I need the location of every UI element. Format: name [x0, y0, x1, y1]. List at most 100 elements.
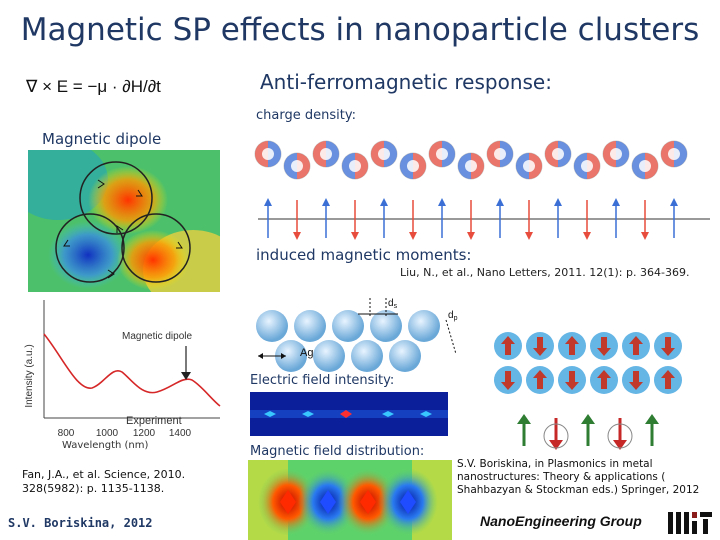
charged-particle — [254, 140, 282, 168]
moment-arrowhead — [351, 232, 359, 240]
af-arrow-up — [565, 336, 579, 355]
spectrum-xtick: 1200 — [133, 428, 156, 439]
spectrum-xtick: 1000 — [96, 428, 119, 439]
heatmap-hotspot — [117, 230, 189, 290]
annotation-arrowhead — [181, 372, 191, 380]
charged-particle — [631, 152, 659, 180]
af-heading: Anti-ferromagnetic response: — [260, 70, 552, 94]
charge-lobe — [384, 141, 397, 167]
af-arrow-down — [565, 371, 579, 390]
charge-lobe — [603, 141, 616, 167]
ag-chain-diagram: Ag ds dp — [256, 298, 458, 372]
spectrum-xtick: 1400 — [169, 428, 192, 439]
charged-particle — [370, 140, 398, 168]
moment-arrowhead — [670, 198, 678, 206]
af-arrow-array — [494, 332, 682, 450]
faraday-equation-text: ∇ × E = −μ · ∂H/∂t — [25, 77, 161, 96]
efield-hotspot — [340, 410, 352, 418]
charge-lobe — [313, 141, 326, 167]
charge-lobe — [587, 153, 600, 179]
faraday-equation: ∇ × E = −μ · ∂H/∂t — [22, 70, 222, 102]
hfield-core — [280, 490, 296, 514]
charge-lobe — [284, 153, 297, 179]
ag-particle — [332, 310, 364, 342]
ag-particle — [389, 340, 421, 372]
field-ring — [607, 423, 633, 449]
charged-particle — [399, 152, 427, 180]
moment-arrowhead — [496, 198, 504, 206]
induced-moments-label: induced magnetic moments: — [256, 246, 472, 264]
boriskina-reference: S.V. Boriskina, in Plasmonics in metal n… — [457, 458, 700, 496]
charge-lobe — [413, 153, 426, 179]
moment-arrowhead — [264, 198, 272, 206]
field-arrowhead — [517, 414, 531, 424]
charge-lobe — [500, 141, 513, 167]
mit-logo-dot — [692, 512, 697, 518]
charge-lobe — [255, 141, 268, 167]
charged-particle — [486, 140, 514, 168]
efield-map — [250, 392, 448, 436]
magnetic-dipole-label: Magnetic dipole — [42, 130, 162, 148]
particle-core — [639, 160, 651, 172]
spectrum-xtick: 800 — [58, 428, 75, 439]
af-arrow-up — [597, 370, 611, 389]
particle-core — [552, 148, 564, 160]
field-arrowhead — [613, 440, 627, 450]
af-arrow-down — [629, 371, 643, 390]
charged-particle — [428, 140, 456, 168]
field-arrow — [116, 225, 124, 233]
liu-reference: Liu, N., et al., Nano Letters, 2011. 12(… — [400, 266, 690, 279]
field-arrow — [107, 269, 115, 279]
hfield-core — [320, 490, 336, 514]
af-arrow-up — [501, 336, 515, 355]
slide-title: Magnetic SP effects in nanoparticle clus… — [20, 12, 700, 48]
moment-arrowhead — [641, 232, 649, 240]
magnetic-dipole-figure — [28, 150, 220, 292]
brand-logo: NanoEngineering Group — [480, 510, 716, 536]
faraday-equation-svg: ∇ × E = −μ · ∂H/∂t — [25, 77, 161, 96]
af-arrow-up — [661, 370, 675, 389]
af-arrow-down — [597, 337, 611, 356]
efield-spot — [264, 411, 276, 417]
particle-core — [436, 148, 448, 160]
charge-lobe — [400, 153, 413, 179]
particle-core — [262, 148, 274, 160]
spectrum-chart-bg — [22, 296, 242, 440]
moment-arrowhead — [322, 198, 330, 206]
spectrum-chart: Intensity (a.u.) Magnetic dipole Experim… — [22, 296, 242, 440]
heatmap-hotspot — [88, 166, 168, 234]
charged-particle — [457, 152, 485, 180]
charge-lobe — [371, 141, 384, 167]
ag-particle — [370, 310, 402, 342]
fan-reference: Fan, J.A., et al. Science, 2010. 328(598… — [22, 468, 186, 495]
af-arrow-up — [533, 370, 547, 389]
moment-arrowhead — [409, 232, 417, 240]
moment-arrowhead — [438, 198, 446, 206]
heatmap-hotspot — [48, 221, 128, 289]
field-arrowhead — [549, 440, 563, 450]
field-arrowhead — [581, 414, 595, 424]
spectrum-curve — [43, 333, 221, 407]
charged-particle — [341, 152, 369, 180]
charge-lobe — [429, 141, 442, 167]
charged-particle — [602, 140, 630, 168]
charge-lobe — [661, 141, 674, 167]
particle-core — [320, 148, 332, 160]
charge-lobe — [471, 153, 484, 179]
efield-spot — [302, 411, 314, 417]
mit-logo-bar — [700, 512, 712, 517]
particle-label: Ag — [300, 347, 313, 359]
moment-arrowhead — [467, 232, 475, 240]
mit-logo-bar — [668, 512, 673, 534]
charge-lobe — [558, 141, 571, 167]
mit-logo-bar — [676, 512, 681, 534]
spectrum-legend: Experiment — [126, 415, 182, 427]
charge-lobe — [297, 153, 310, 179]
diameter-label: dp — [448, 310, 458, 322]
charge-lobe — [326, 141, 339, 167]
moment-arrowhead — [293, 232, 301, 240]
charged-particle — [573, 152, 601, 180]
charge-lobe — [487, 141, 500, 167]
charged-particle — [660, 140, 688, 168]
ag-particle — [275, 340, 307, 372]
